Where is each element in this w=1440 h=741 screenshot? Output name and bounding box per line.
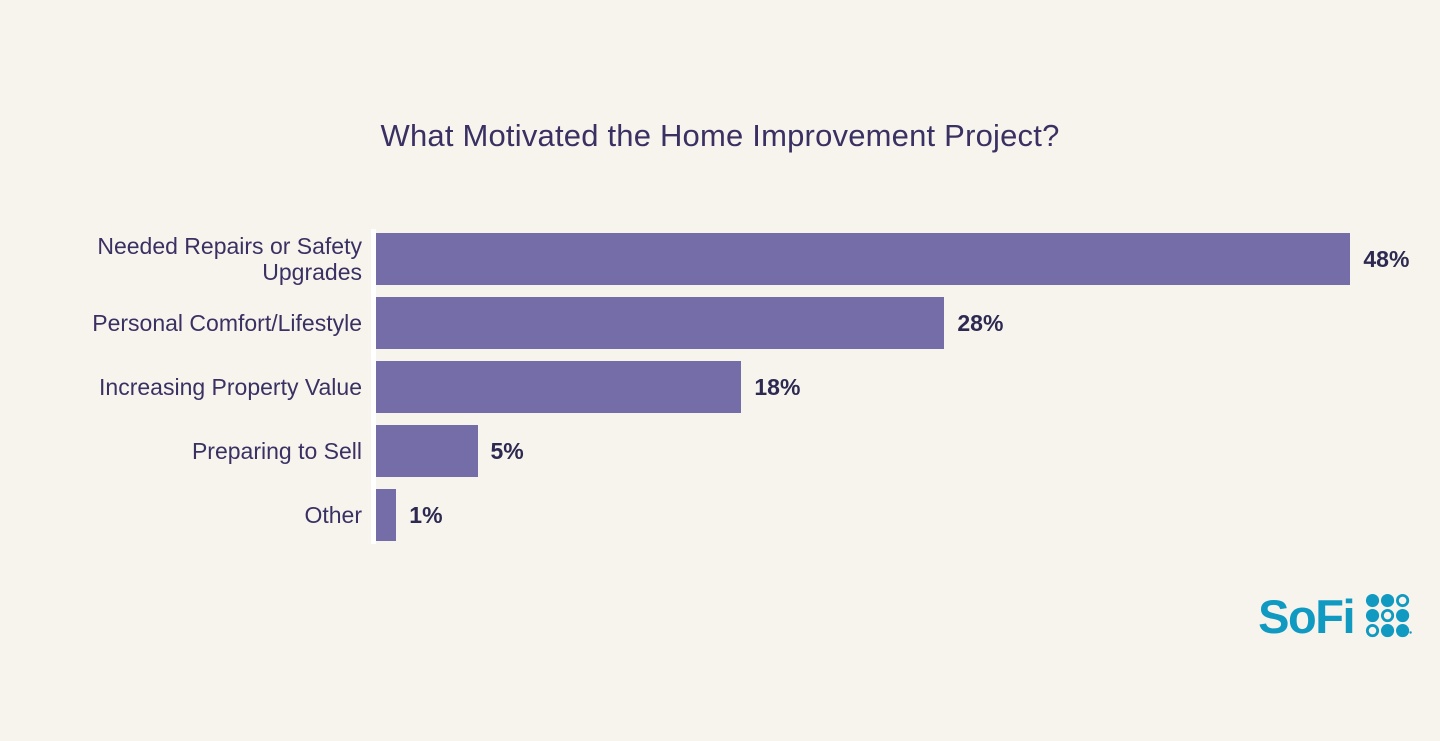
category-label: Personal Comfort/Lifestyle <box>92 310 362 336</box>
logo-dot <box>1365 624 1380 638</box>
chart-area: Needed Repairs or Safety Upgrades 48% Pers… <box>0 229 1440 544</box>
bar-track: 18% <box>376 361 1440 413</box>
bar-row: Preparing to Sell 5% <box>0 425 1440 477</box>
y-axis-line <box>371 229 376 544</box>
logo-dot <box>1380 608 1395 623</box>
logo-dot <box>1380 624 1395 638</box>
bar-track: 5% <box>376 425 1440 477</box>
value-label: 5% <box>490 437 524 464</box>
bar-track: 48% <box>376 233 1440 285</box>
value-label: 48% <box>1363 245 1410 272</box>
logo-dot <box>1396 608 1410 623</box>
bar <box>376 361 742 413</box>
sofi-logo: SoFi <box>1258 593 1412 640</box>
sofi-dot-grid-icon <box>1365 593 1412 638</box>
logo-dot <box>1396 624 1410 638</box>
bar-track: 1% <box>376 489 1440 541</box>
trademark-dot <box>1409 631 1412 634</box>
category-label: Other <box>304 502 362 528</box>
logo-dot <box>1396 593 1410 608</box>
bar-row: Other 1% <box>0 489 1440 541</box>
bar <box>376 489 397 541</box>
bar-rows-container: Needed Repairs or Safety Upgrades 48% Pers… <box>0 233 1440 541</box>
category-label: Preparing to Sell <box>191 438 362 464</box>
logo-dot <box>1365 608 1380 623</box>
value-label: 28% <box>957 309 1004 336</box>
bar-row: Needed Repairs or Safety Upgrades 48% <box>0 233 1440 285</box>
bar <box>376 297 945 349</box>
bar-row: Increasing Property Value 18% <box>0 361 1440 413</box>
category-label: Needed Repairs or Safety Upgrades <box>97 233 362 285</box>
value-label: 1% <box>409 501 443 528</box>
category-label: Increasing Property Value <box>99 374 362 400</box>
value-label: 18% <box>754 373 801 400</box>
sofi-wordmark: SoFi <box>1258 590 1355 643</box>
bar-track: 28% <box>376 297 1440 349</box>
logo-dot <box>1365 593 1380 608</box>
bar-row: Personal Comfort/Lifestyle 28% <box>0 297 1440 349</box>
logo-dot <box>1380 593 1395 608</box>
bar <box>376 233 1351 285</box>
bar <box>376 425 478 477</box>
chart-title: What Motivated the Home Improvement Proj… <box>380 118 1060 153</box>
